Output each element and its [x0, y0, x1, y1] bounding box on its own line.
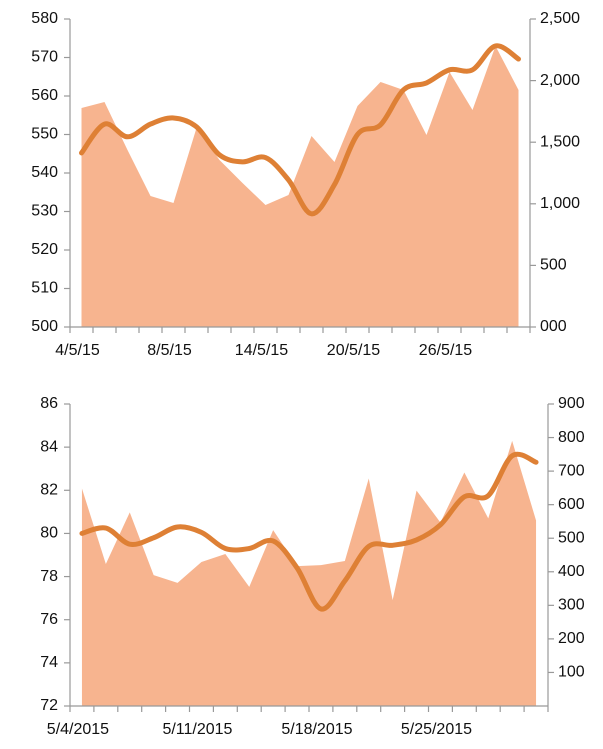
x-tick-label: 5/18/2015 — [281, 721, 352, 738]
x-tick-label: 5/25/2015 — [401, 721, 472, 738]
area — [81, 440, 537, 706]
x-tick-label: 8/5/15 — [147, 342, 192, 359]
y-tick-label: 78 — [40, 568, 58, 585]
y2-tick-label: 500 — [558, 529, 585, 546]
y2-tick-label: 300 — [558, 597, 585, 614]
y2-tick-label: 200 — [558, 630, 585, 647]
y2-tick-label: 1,000 — [540, 195, 580, 212]
x-tick-label: 5/11/2015 — [162, 721, 232, 738]
y-tick-label: 82 — [40, 482, 58, 499]
y2-tick-label: 000 — [540, 318, 567, 335]
y-tick-label: 530 — [31, 203, 58, 220]
x-tick-label: 4/5/15 — [55, 342, 100, 359]
x-tick-label: 14/5/15 — [235, 342, 288, 359]
line — [79, 451, 539, 612]
y2-tick-label: 700 — [558, 462, 585, 479]
y-tick-label: 86 — [40, 395, 58, 412]
y2-tick-label: 1,500 — [540, 133, 580, 150]
y2-tick-label: 600 — [558, 496, 585, 513]
y-tick-label: 550 — [31, 126, 58, 143]
y-tick-label: 570 — [31, 49, 58, 66]
y-tick-label: 76 — [40, 611, 58, 628]
y2-tick-label: 900 — [558, 395, 585, 412]
y-tick-label: 510 — [31, 280, 58, 297]
y2-tick-label: 400 — [558, 563, 585, 580]
y-tick-label: 520 — [31, 241, 58, 258]
y2-tick-label: 2,500 — [540, 10, 580, 27]
y2-tick-label: 800 — [558, 429, 585, 446]
x-tick-label: 20/5/15 — [327, 342, 380, 359]
area — [81, 45, 519, 327]
y-tick-label: 84 — [40, 438, 58, 455]
y-tick-label: 580 — [31, 10, 58, 27]
x-tick-label: 5/4/2015 — [47, 721, 109, 738]
y-tick-label: 540 — [31, 164, 58, 181]
y-tick-label: 560 — [31, 87, 58, 104]
y-tick-label: 80 — [40, 525, 58, 542]
x-tick-label: 26/5/15 — [419, 342, 472, 359]
y2-tick-label: 500 — [540, 257, 567, 274]
y2-tick-label: 2,000 — [540, 72, 580, 89]
y-tick-label: 500 — [31, 318, 58, 335]
y-tick-label: 72 — [40, 697, 58, 714]
y-tick-label: 74 — [40, 654, 58, 671]
y2-tick-label: 100 — [558, 664, 585, 681]
line — [79, 43, 521, 217]
